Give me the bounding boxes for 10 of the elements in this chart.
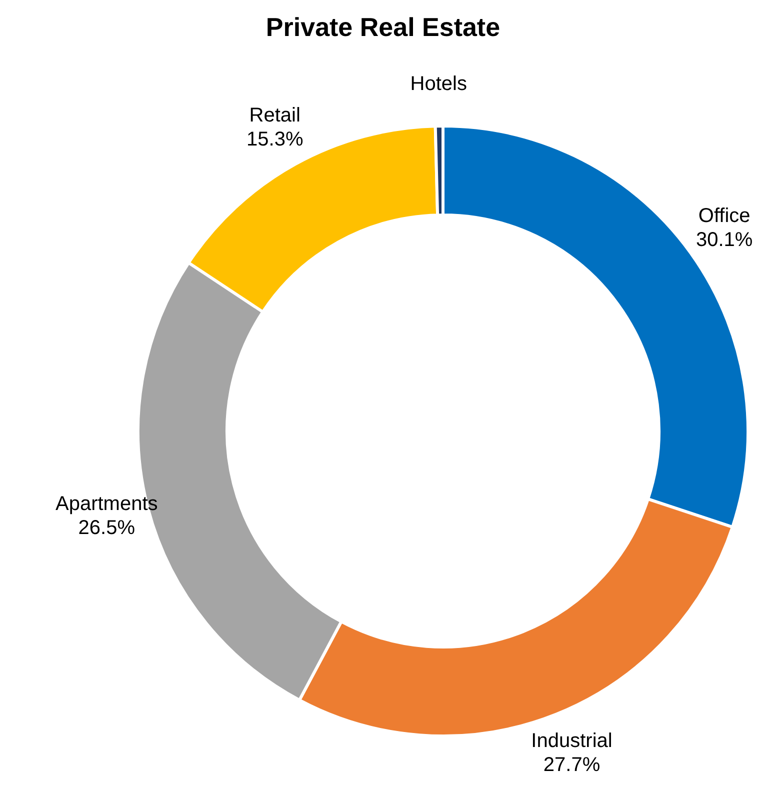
chart-title: Private Real Estate: [264, 12, 502, 43]
slice-label: Office: [698, 204, 750, 227]
data-label: 27.7%: [543, 754, 600, 776]
data-label: 26.5%: [78, 517, 136, 540]
data-label: 15.3%: [246, 128, 304, 150]
slice-label: Retail: [249, 104, 300, 126]
slice-label: Apartments: [56, 493, 158, 516]
data-label: 30.1%: [696, 228, 753, 251]
slice-label: Industrial: [531, 730, 612, 752]
slice-label: Hotels: [410, 73, 467, 96]
